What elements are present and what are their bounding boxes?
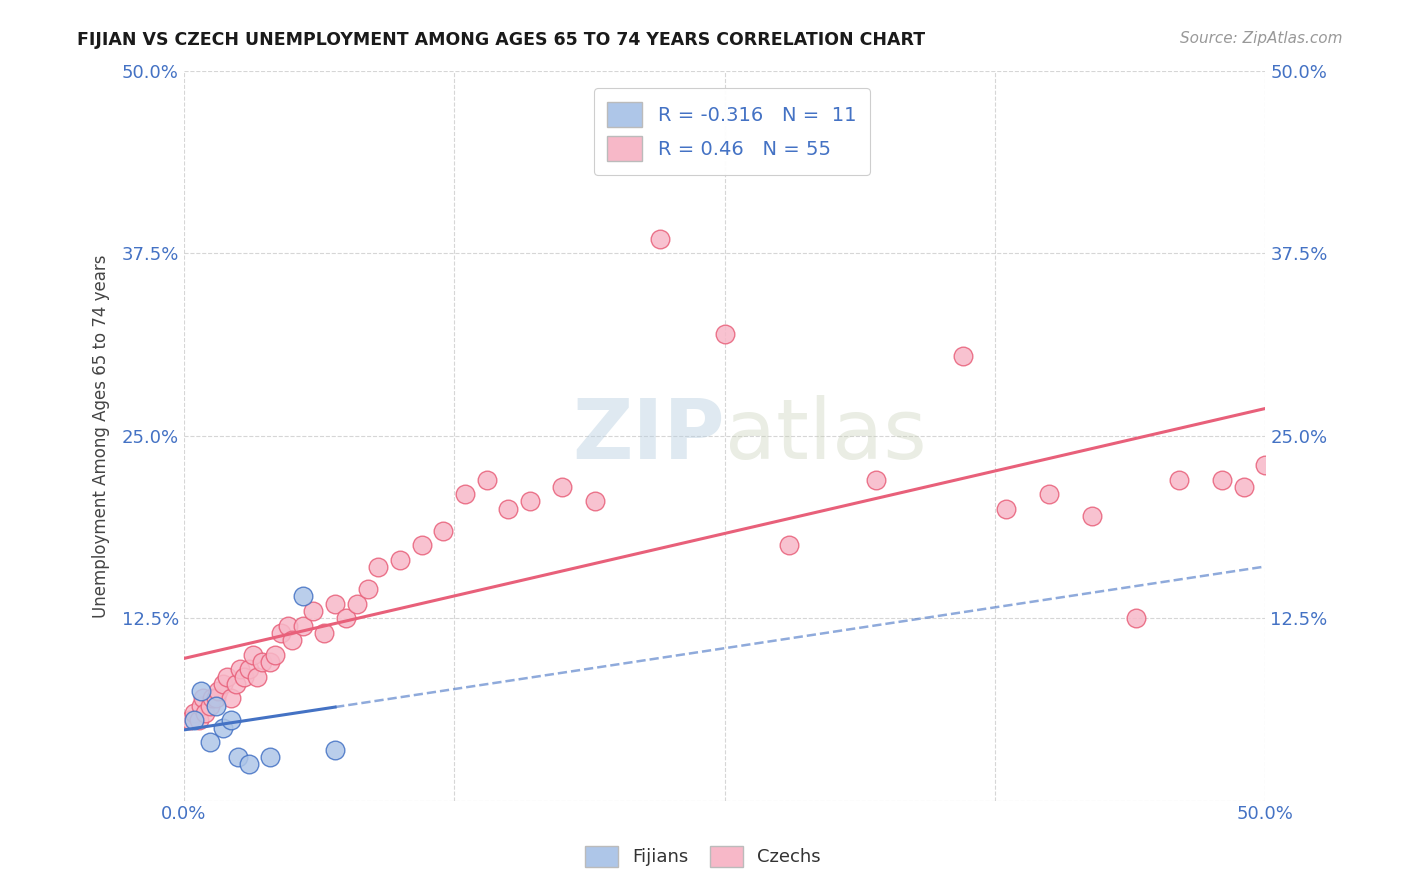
Point xyxy=(229,662,252,676)
Point xyxy=(250,655,273,669)
Point xyxy=(246,670,269,684)
Point xyxy=(1081,509,1104,524)
Legend: R = -0.316   N =  11, R = 0.46   N = 55: R = -0.316 N = 11, R = 0.46 N = 55 xyxy=(593,88,870,175)
Point xyxy=(226,749,249,764)
Point xyxy=(335,611,357,625)
Y-axis label: Unemployment Among Ages 65 to 74 years: Unemployment Among Ages 65 to 74 years xyxy=(93,254,110,617)
Point xyxy=(1168,473,1191,487)
Point xyxy=(281,633,304,648)
Point xyxy=(205,691,228,706)
Point xyxy=(183,706,205,720)
Point xyxy=(779,538,801,552)
Point xyxy=(356,582,378,596)
Point xyxy=(201,691,224,706)
Point xyxy=(198,735,221,749)
Point xyxy=(475,473,498,487)
Point xyxy=(583,494,606,508)
Text: ZIP: ZIP xyxy=(572,395,724,476)
Point xyxy=(190,698,212,713)
Point xyxy=(1254,458,1277,472)
Point xyxy=(277,618,299,632)
Point xyxy=(551,480,574,494)
Point xyxy=(291,590,314,604)
Point xyxy=(323,597,346,611)
Point xyxy=(432,524,454,538)
Point xyxy=(211,677,233,691)
Point xyxy=(205,698,228,713)
Point xyxy=(259,655,281,669)
Point xyxy=(346,597,368,611)
Point xyxy=(187,714,209,728)
Point xyxy=(194,706,217,720)
Point xyxy=(1125,611,1147,625)
Text: Source: ZipAtlas.com: Source: ZipAtlas.com xyxy=(1180,31,1343,46)
Point xyxy=(219,691,242,706)
Point xyxy=(865,473,887,487)
Point xyxy=(183,714,205,728)
Point xyxy=(219,714,242,728)
Point xyxy=(411,538,433,552)
Point xyxy=(233,670,256,684)
Point xyxy=(259,749,281,764)
Point xyxy=(952,349,974,363)
Point xyxy=(225,677,247,691)
Point xyxy=(211,721,233,735)
Point xyxy=(1233,480,1256,494)
Point xyxy=(389,553,412,567)
Point xyxy=(302,604,325,618)
Point xyxy=(291,618,314,632)
Point xyxy=(314,625,336,640)
Point xyxy=(994,501,1017,516)
Point xyxy=(323,742,346,756)
Point xyxy=(367,560,389,574)
Point xyxy=(713,326,735,341)
Point xyxy=(238,662,260,676)
Point xyxy=(215,670,238,684)
Point xyxy=(179,714,201,728)
Text: atlas: atlas xyxy=(724,395,927,476)
Text: FIJIAN VS CZECH UNEMPLOYMENT AMONG AGES 65 TO 74 YEARS CORRELATION CHART: FIJIAN VS CZECH UNEMPLOYMENT AMONG AGES … xyxy=(77,31,925,49)
Point xyxy=(519,494,541,508)
Point xyxy=(207,684,229,698)
Point xyxy=(496,501,519,516)
Point xyxy=(198,698,221,713)
Point xyxy=(191,691,214,706)
Point xyxy=(238,757,260,772)
Point xyxy=(1211,473,1233,487)
Point xyxy=(270,625,292,640)
Point xyxy=(454,487,477,501)
Legend: Fijians, Czechs: Fijians, Czechs xyxy=(578,838,828,874)
Point xyxy=(242,648,264,662)
Point xyxy=(648,232,671,246)
Point xyxy=(263,648,285,662)
Point xyxy=(1038,487,1060,501)
Point xyxy=(190,684,212,698)
